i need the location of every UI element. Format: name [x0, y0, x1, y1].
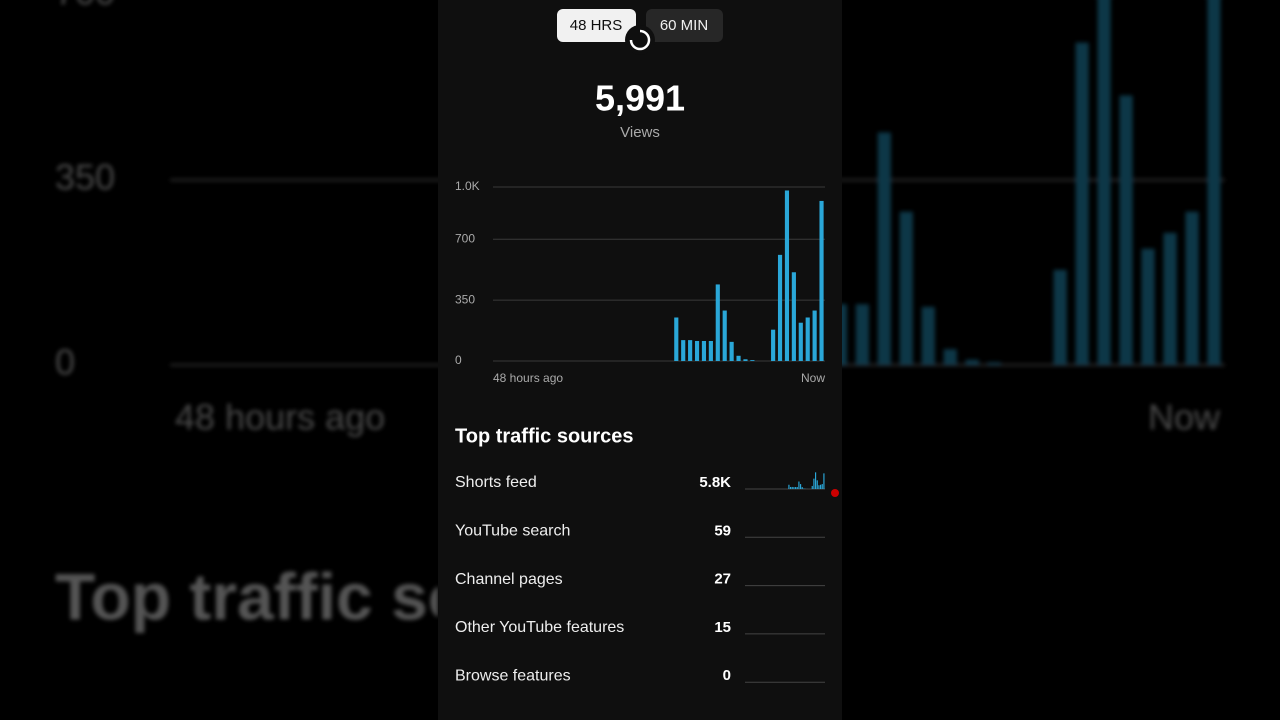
bar: [1119, 95, 1133, 365]
bar: [921, 306, 935, 365]
sparkline-bar: [820, 484, 822, 489]
y-tick-label: 700: [455, 231, 475, 245]
source-views: 15: [714, 619, 731, 636]
bar: [791, 272, 796, 361]
sparkline-bar: [788, 484, 790, 489]
bar: [708, 340, 713, 361]
y-tick-label: 700: [55, 0, 115, 13]
sparkline-bar: [793, 487, 795, 489]
bar: [681, 340, 686, 361]
sparkline-bar: [821, 484, 823, 489]
bar: [965, 359, 979, 365]
sparkline-bar: [816, 480, 818, 489]
toggle-label[interactable]: 48 HRS: [570, 17, 623, 34]
bar: [1207, 0, 1221, 365]
sparkline-bar: [801, 487, 803, 489]
bar: [877, 132, 891, 365]
sparkline-bar: [800, 484, 802, 489]
x-axis-label: 48 hours ago: [175, 397, 385, 438]
bar: [1097, 0, 1111, 365]
bar: [729, 341, 734, 361]
bar: [777, 254, 783, 361]
sparkline-bar: [803, 488, 805, 489]
bar: [1075, 42, 1089, 365]
bar: [987, 362, 1001, 365]
bar: [715, 284, 720, 361]
bar: [1163, 232, 1177, 365]
section-title: Top traffic sources: [455, 425, 634, 447]
spinner: [629, 29, 651, 51]
backdrop-heading: Top traffic sources: [55, 559, 644, 633]
source-views: 0: [723, 667, 731, 684]
y-tick-label: 1.0K: [455, 179, 480, 193]
bar: [674, 317, 679, 361]
sparkline-bar: [811, 485, 813, 489]
y-tick-label: 350: [55, 157, 115, 198]
source-name: Other YouTube features: [455, 619, 624, 636]
sparkline-bar: [815, 472, 817, 489]
bar: [750, 360, 755, 361]
sparkline-bar: [795, 487, 797, 489]
spinner-bg: [625, 25, 655, 55]
source-name: Channel pages: [455, 571, 563, 588]
toggle-48h[interactable]: [557, 9, 636, 42]
bar: [1141, 248, 1155, 365]
y-tick-label: 0: [55, 342, 75, 383]
sparkline-bar: [790, 486, 792, 489]
bar: [1185, 211, 1199, 365]
source-views: 5.8K: [699, 474, 731, 491]
total-views: 5,991: [595, 78, 685, 119]
bar: [943, 349, 957, 365]
x-axis-label: Now: [801, 371, 825, 385]
bar: [1053, 269, 1067, 365]
y-tick-label: 350: [455, 292, 475, 306]
sparkline-bar: [813, 478, 815, 489]
bar: [743, 359, 748, 361]
bar: [805, 317, 810, 361]
bar: [798, 322, 803, 361]
sparkline-bar: [798, 481, 800, 489]
sparkline-bar: [818, 485, 820, 489]
y-tick-label: 0: [455, 353, 462, 367]
x-axis-label: Now: [1148, 397, 1221, 438]
metric-label: Views: [620, 124, 660, 141]
source-views: 27: [714, 571, 731, 588]
bar: [812, 310, 817, 361]
bar: [722, 310, 727, 361]
panel-content: 48 HRS 60 MIN 5,991 Views Top traffic so…: [455, 9, 839, 684]
bar: [701, 340, 707, 361]
bar: [771, 329, 776, 361]
toggle-label[interactable]: 60 MIN: [660, 17, 708, 34]
source-name: Shorts feed: [455, 474, 537, 491]
source-name: Browse features: [455, 667, 571, 684]
bar: [688, 340, 693, 361]
bar: [736, 355, 741, 361]
bar: [694, 340, 700, 361]
bar: [899, 211, 913, 365]
bar: [784, 190, 790, 361]
toggle-60m[interactable]: [646, 9, 723, 42]
sparkline-bar: [796, 487, 798, 489]
bar: [855, 304, 869, 365]
source-views: 59: [714, 522, 731, 539]
x-axis-label: 48 hours ago: [493, 371, 563, 385]
red-dot: [831, 489, 839, 497]
sparkline-bar: [791, 486, 793, 489]
bar: [819, 200, 824, 361]
sparkline-bar: [823, 473, 825, 489]
source-name: YouTube search: [455, 523, 570, 540]
